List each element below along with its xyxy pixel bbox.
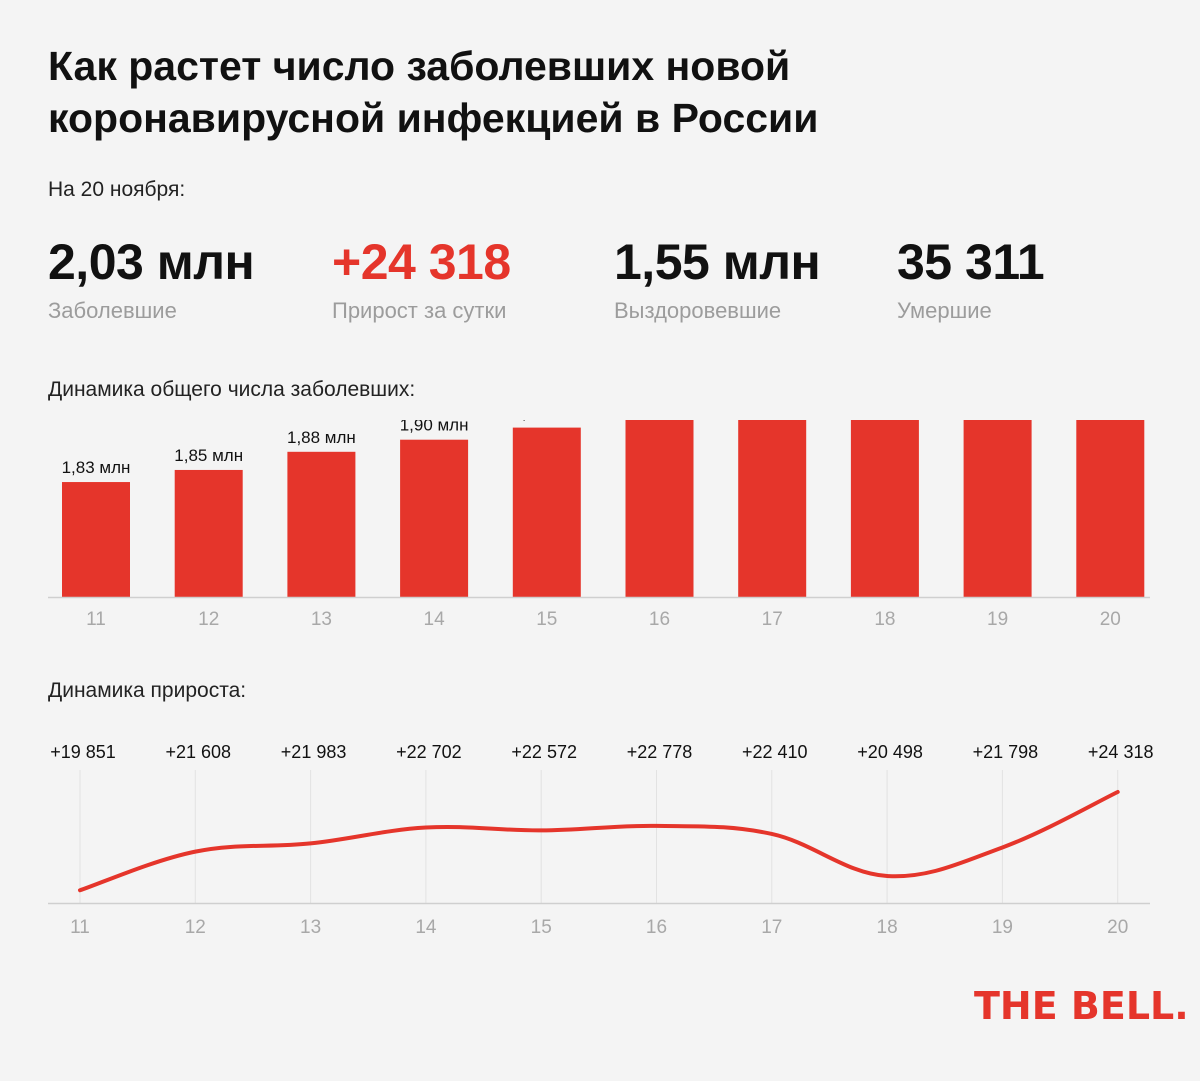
bar-tick-15: 15 [536,609,557,630]
bar-16 [625,420,694,597]
as-of-date: На 20 ноября: [48,178,186,201]
stat-daily-increase-value: +24 318 [332,234,511,290]
stat-recovered: 1,55 млн Выздоровевшие [614,232,821,324]
the-bell-logo: THE BELL. [974,984,1189,1028]
stat-cases-value: 2,03 млн [48,234,255,290]
line-label-11: +19 851 [50,742,116,762]
line-tick-11: 11 [70,917,90,938]
bar-label-14: 1,90 млн [400,420,469,435]
line-label-20: +24 318 [1088,742,1154,762]
stat-deaths-value: 35 311 [897,234,1045,290]
line-chart: +19 851 11 +21 608 12 +21 983 13 +22 702 14 +22 … [48,742,1154,938]
line-label-14: +22 702 [396,742,462,762]
line-tick-17: 17 [761,917,782,938]
bar-tick-11: 11 [86,609,106,630]
title-line-2: коронавирусной инфекцией в России [48,95,819,141]
line-label-15: +22 572 [511,742,577,762]
line-series-increase [78,790,1120,893]
stat-daily-increase-label: Прирост за сутки [332,298,507,323]
bar-label-12: 1,85 млн [174,446,243,465]
bar-12 [174,469,243,597]
bar-tick-14: 14 [424,609,446,630]
line-label-18: +20 498 [857,742,923,762]
bar-18 [850,420,919,597]
chart-title: Как растет число заболевших новой корона… [48,40,1148,144]
stat-deaths: 35 311 Умершие [897,232,1045,324]
line-tick-13: 13 [300,917,321,938]
bar-label-15: 1,92 млн [512,420,581,423]
line-tick-20: 20 [1107,917,1128,938]
stat-recovered-value: 1,55 млн [614,234,821,290]
bar-tick-16: 16 [649,609,670,630]
bar-tick-20: 20 [1100,609,1121,630]
bar-tick-19: 19 [987,609,1008,630]
line-label-13: +21 983 [281,742,347,762]
bar-chart-title: Динамика общего числа заболевших: [48,378,416,401]
bar-label-11: 1,83 млн [62,458,131,477]
bar-11 [62,482,130,597]
line-tick-14: 14 [415,917,437,938]
line-label-16: +22 778 [627,742,693,762]
bar-19 [963,420,1032,597]
line-tick-15: 15 [531,917,552,938]
bar-label-13: 1,88 млн [287,428,356,447]
line-tick-19: 19 [992,917,1013,938]
bar-17 [738,420,807,597]
bar-tick-12: 12 [198,609,219,630]
line-tick-16: 16 [646,917,667,938]
line-tick-18: 18 [877,917,898,938]
line-label-19: +21 798 [973,742,1039,762]
bar-15 [512,427,581,597]
bar-14 [400,439,469,597]
line-label-12: +21 608 [166,742,232,762]
bar-tick-13: 13 [311,609,332,630]
bar-20 [1076,420,1145,597]
line-tick-12: 12 [185,917,206,938]
line-chart-title: Динамика прироста: [48,679,247,702]
stat-cases: 2,03 млн Заболевшие [48,232,255,324]
line-label-17: +22 410 [742,742,808,762]
title-line-1: Как растет число заболевших новой [48,43,791,89]
bar-chart: 1,83 млн 11 1,85 млн 12 1,88 млн 13 1,90 млн 14… [48,420,1150,630]
bar-tick-17: 17 [762,609,783,630]
bar-13 [287,451,356,597]
stat-deaths-label: Умершие [897,298,992,323]
stat-daily-increase: +24 318 Прирост за сутки [332,232,511,324]
bar-tick-18: 18 [874,609,895,630]
stat-cases-label: Заболевшие [48,298,177,323]
stat-recovered-label: Выздоровевшие [614,298,782,323]
